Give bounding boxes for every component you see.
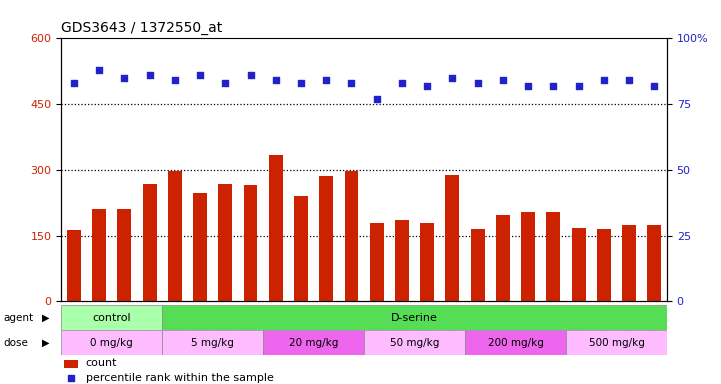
Bar	[92, 209, 106, 301]
Bar	[572, 228, 585, 301]
Text: dose: dose	[4, 338, 29, 348]
Point	[245, 72, 257, 78]
Bar	[319, 177, 333, 301]
Bar	[168, 171, 182, 301]
Bar	[370, 223, 384, 301]
Point	[321, 78, 332, 84]
Text: agent: agent	[4, 313, 34, 323]
Bar	[143, 184, 156, 301]
Text: ▶: ▶	[42, 313, 49, 323]
Bar	[162, 305, 667, 330]
Text: GDS3643 / 1372550_at: GDS3643 / 1372550_at	[61, 21, 223, 35]
Point	[144, 72, 156, 78]
Point	[94, 67, 105, 73]
Point	[624, 78, 635, 84]
Point	[270, 78, 282, 84]
Bar	[547, 212, 560, 301]
Bar	[263, 330, 364, 355]
Text: 500 mg/kg: 500 mg/kg	[588, 338, 645, 348]
Bar	[465, 330, 566, 355]
Text: ▶: ▶	[42, 338, 49, 348]
Point	[649, 83, 660, 89]
Point	[371, 96, 383, 102]
Point	[68, 80, 80, 86]
Point	[169, 78, 181, 84]
Point	[548, 83, 559, 89]
Bar	[162, 330, 263, 355]
Text: 20 mg/kg: 20 mg/kg	[289, 338, 338, 348]
Bar	[61, 330, 162, 355]
Point	[522, 83, 534, 89]
Bar	[64, 359, 78, 368]
Bar	[496, 215, 510, 301]
Bar	[364, 330, 465, 355]
Point	[346, 80, 358, 86]
Bar	[446, 175, 459, 301]
Bar	[244, 185, 257, 301]
Point	[421, 83, 433, 89]
Point	[65, 375, 76, 381]
Text: D-serine: D-serine	[391, 313, 438, 323]
Bar	[471, 229, 485, 301]
Point	[598, 78, 610, 84]
Bar	[622, 225, 636, 301]
Bar	[269, 155, 283, 301]
Point	[220, 80, 231, 86]
Text: 0 mg/kg: 0 mg/kg	[90, 338, 133, 348]
Point	[472, 80, 484, 86]
Point	[118, 75, 131, 81]
Bar	[218, 184, 232, 301]
Text: count: count	[86, 358, 117, 368]
Bar	[294, 196, 308, 301]
Point	[296, 80, 307, 86]
Text: 50 mg/kg: 50 mg/kg	[390, 338, 439, 348]
Bar	[345, 171, 358, 301]
Bar	[67, 230, 81, 301]
Bar	[566, 330, 667, 355]
Point	[397, 80, 408, 86]
Bar	[420, 223, 434, 301]
Text: 5 mg/kg: 5 mg/kg	[191, 338, 234, 348]
Point	[195, 72, 206, 78]
Text: control: control	[92, 313, 131, 323]
Bar	[395, 220, 409, 301]
Bar	[647, 225, 661, 301]
Bar	[521, 212, 535, 301]
Bar	[61, 305, 162, 330]
Bar	[118, 209, 131, 301]
Bar	[597, 229, 611, 301]
Bar	[193, 193, 207, 301]
Text: percentile rank within the sample: percentile rank within the sample	[86, 372, 273, 383]
Text: 200 mg/kg: 200 mg/kg	[487, 338, 544, 348]
Point	[573, 83, 585, 89]
Point	[447, 75, 459, 81]
Point	[497, 78, 509, 84]
